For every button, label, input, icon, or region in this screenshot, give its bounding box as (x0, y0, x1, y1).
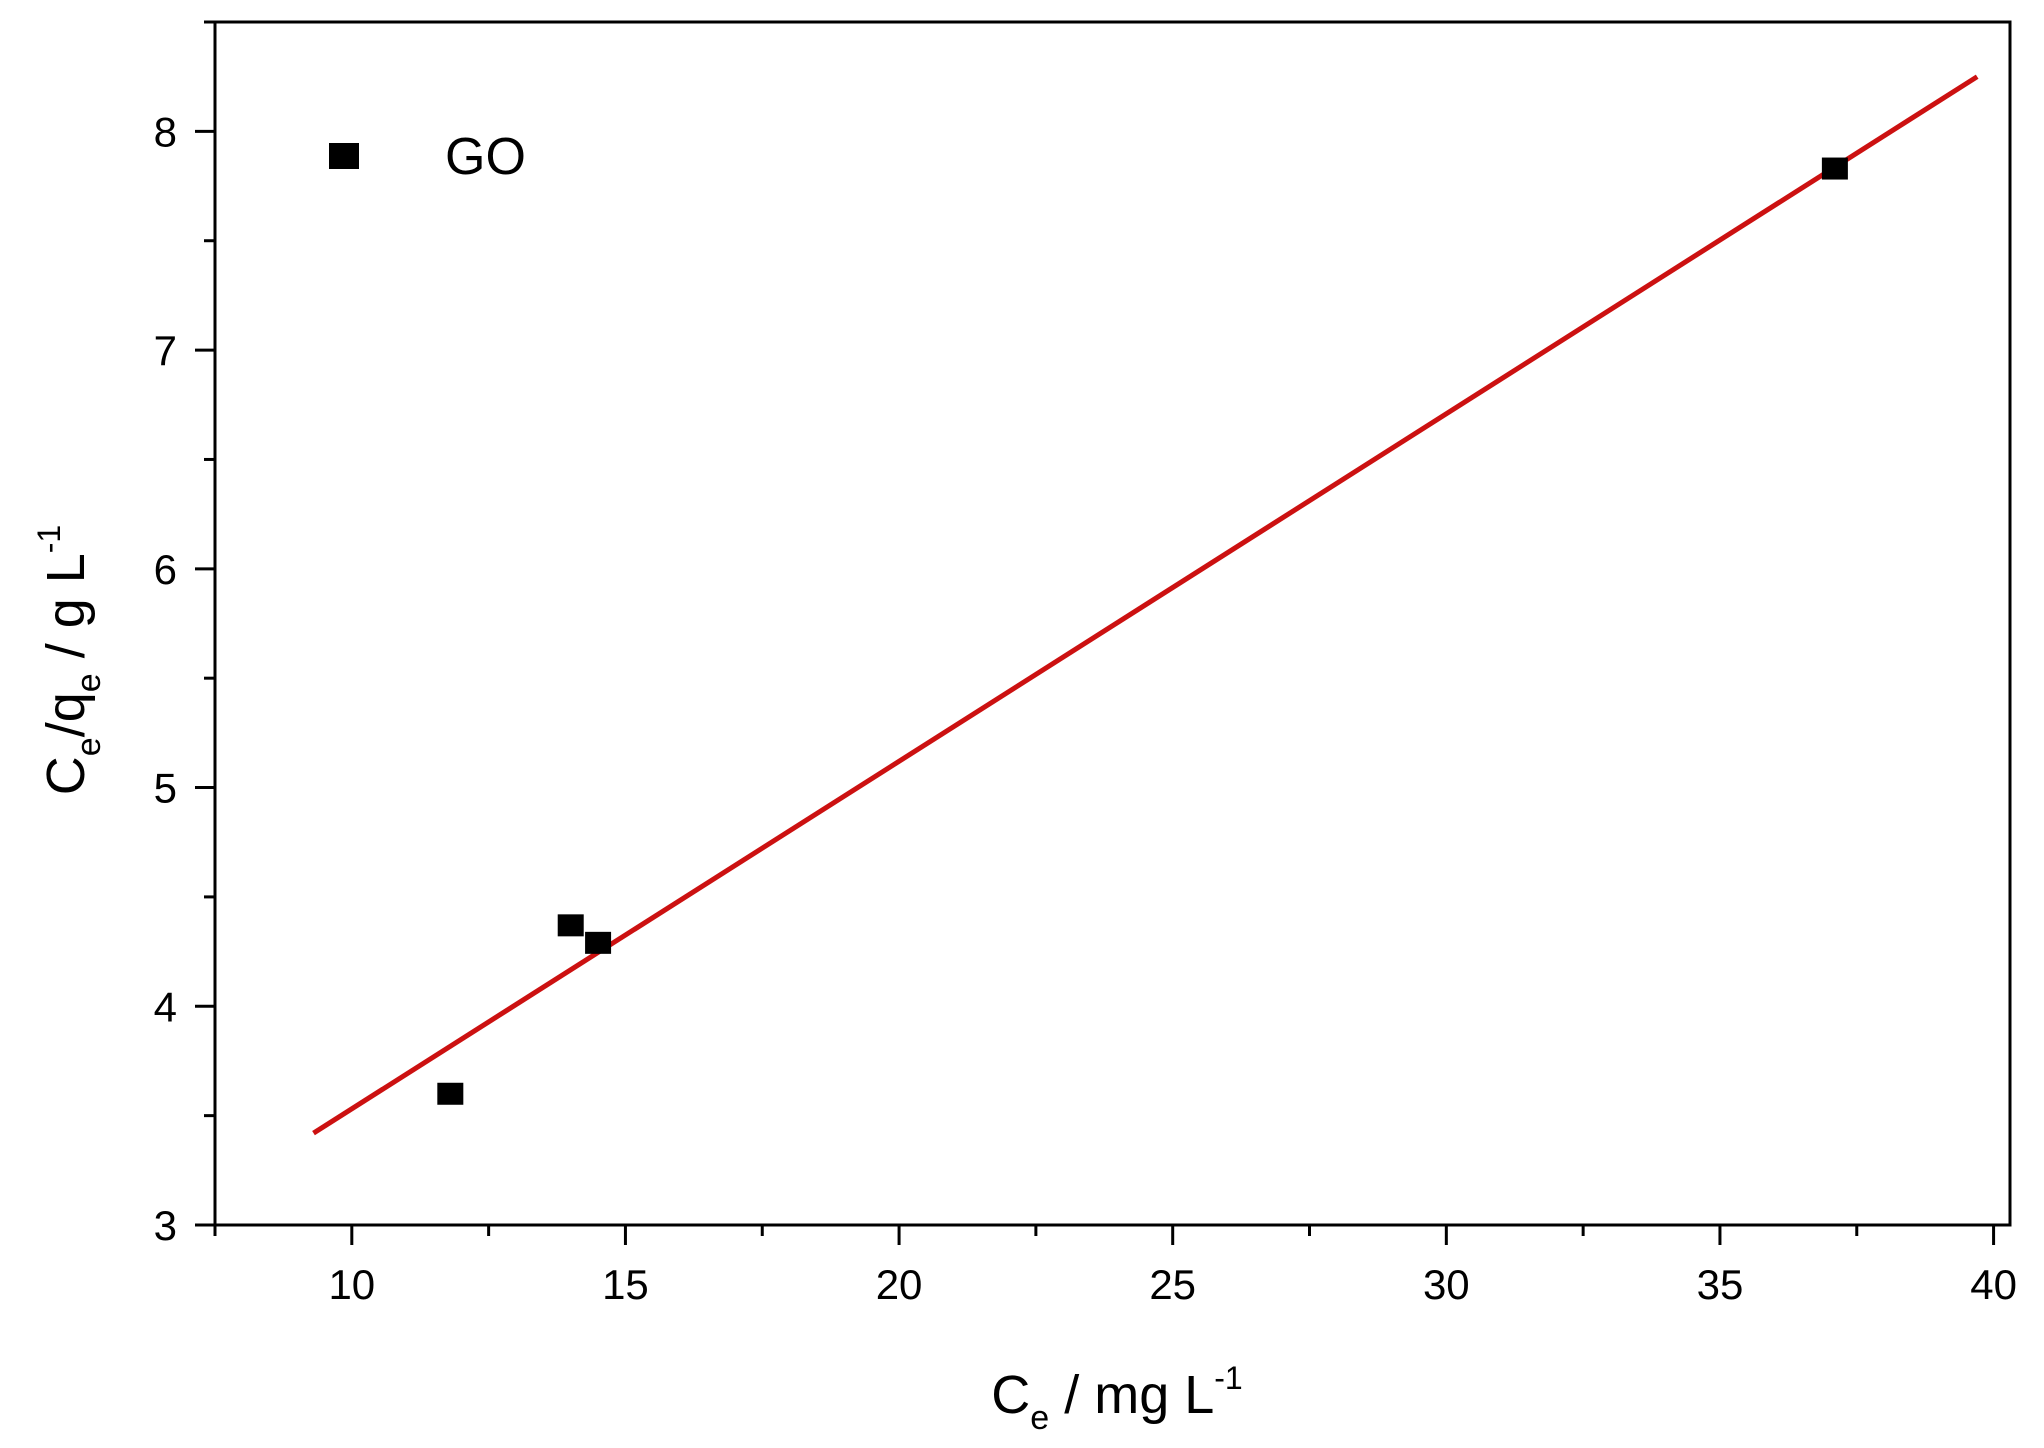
x-axis-ticks: 10 15 20 25 30 35 40 (213, 1225, 2017, 1308)
x-tick-label-15: 15 (602, 1261, 649, 1308)
x-tick-label-40: 40 (1970, 1261, 2017, 1308)
y-axis-title: Ce/qe / g L-1 (31, 525, 108, 795)
data-point-go-1 (557, 914, 584, 937)
x-tick-label-30: 30 (1423, 1261, 1470, 1308)
legend-marker-go (329, 143, 359, 169)
legend-label-go: GO (445, 128, 526, 186)
y-tick-label-4: 4 (154, 983, 177, 1030)
data-point-go-2 (585, 931, 612, 954)
legend: GO (329, 128, 526, 186)
x-tick-label-25: 25 (1149, 1261, 1196, 1308)
x-tick-label-10: 10 (328, 1261, 375, 1308)
y-tick-label-8: 8 (154, 108, 177, 155)
x-axis-title: Ce / mg L-1 (991, 1360, 1242, 1437)
data-point-go-0 (437, 1082, 464, 1105)
y-tick-label-5: 5 (154, 765, 177, 812)
data-points (437, 157, 1848, 1105)
data-point-go-3 (1821, 157, 1848, 180)
x-tick-label-20: 20 (876, 1261, 923, 1308)
linear-fit-line (312, 74, 1979, 1136)
y-tick-label-6: 6 (154, 546, 177, 593)
y-axis-ticks: 3 4 5 6 7 8 (154, 20, 215, 1249)
y-tick-label-7: 7 (154, 327, 177, 374)
fit-line-group (312, 74, 1979, 1136)
plot-frame (213, 20, 2012, 1227)
y-tick-label-3: 3 (154, 1202, 177, 1249)
x-tick-label-35: 35 (1697, 1261, 1744, 1308)
